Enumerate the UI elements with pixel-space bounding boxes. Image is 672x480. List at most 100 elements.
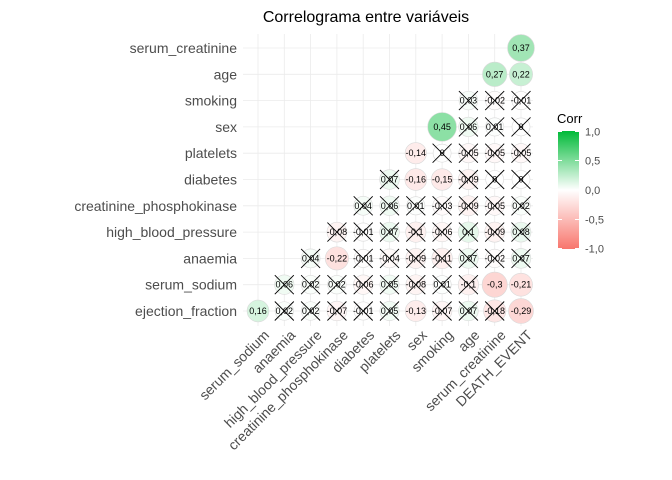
heatmap-cell: -0,07 <box>327 300 348 322</box>
heatmap-cell: -0,07 <box>432 300 453 322</box>
cell-value-label: 0,06 <box>460 122 478 132</box>
cell-cross-line <box>353 248 374 269</box>
cell-value-label: -0,07 <box>327 306 348 316</box>
cell-value-label: -0,3 <box>487 280 503 290</box>
heatmap-cell: 0 <box>432 143 452 164</box>
cell-cross-line <box>511 169 531 190</box>
heatmap-cell: 0,02 <box>274 301 295 321</box>
cell-value-label: -0,16 <box>406 175 427 185</box>
cell-value-label: 0,27 <box>486 69 504 79</box>
cell-value-label: -0,01 <box>511 96 532 106</box>
y-tick-label: smoking <box>185 93 237 109</box>
cell-value-label: -0,05 <box>484 201 505 211</box>
heatmap-cell: -0,08 <box>405 274 427 295</box>
y-tick-label: ejection_fraction <box>135 303 237 319</box>
heatmap-cell: -0,02 <box>484 248 505 269</box>
heatmap-cell: 0,02 <box>327 274 347 295</box>
cell-value-label: 0,1 <box>462 227 475 237</box>
cell-value-label: -0,01 <box>353 306 374 316</box>
cell-value-label: -0,06 <box>432 227 453 237</box>
heatmap-cell: 0,37 <box>507 34 535 62</box>
cell-cross-line <box>432 222 452 242</box>
cell-cross-line <box>484 143 505 164</box>
cell-value-label: 0,22 <box>512 69 530 79</box>
cell-value-label: 0,02 <box>512 201 530 211</box>
cell-cross-line <box>511 248 531 269</box>
cell-value-label: 0,02 <box>276 306 294 316</box>
cell-value-label: 0,06 <box>276 280 294 290</box>
cell-value-label: -0,15 <box>432 175 453 185</box>
heatmap-cell: -0,01 <box>353 248 374 269</box>
y-tick-label: anaemia <box>183 250 237 266</box>
cell-cross-line <box>458 90 479 111</box>
cell-circle <box>246 299 270 323</box>
heatmap-cell: -0,21 <box>509 272 533 297</box>
y-tick-label: creatinine_phosphokinase <box>74 198 237 214</box>
color-legend: Corr 1,0 0,5 0,0 -0,5 -1,0 <box>557 111 604 256</box>
cell-value-label: 0,16 <box>249 306 267 316</box>
cell-value-label: -0,07 <box>432 306 453 316</box>
heatmap-cell: 0,06 <box>379 195 400 216</box>
cell-value-label: 0,02 <box>302 280 320 290</box>
cell-cross-line <box>300 274 321 295</box>
cell-cross-line <box>458 195 479 216</box>
heatmap-cell: -0,01 <box>353 301 374 321</box>
y-tick-label: serum_creatinine <box>130 40 238 56</box>
cell-value-label: 0,07 <box>381 227 399 237</box>
cell-cross-line <box>327 222 347 242</box>
cell-cross-line <box>458 301 479 321</box>
heatmap-cell: -0,01 <box>353 222 374 242</box>
cell-cross-line <box>379 274 400 295</box>
cell-value-label: -0,01 <box>353 227 374 237</box>
cell-cross-line <box>353 274 374 295</box>
cell-value-label: -0,13 <box>406 306 427 316</box>
cell-value-label: 0,07 <box>512 253 530 263</box>
heatmap-cell: 0 <box>511 169 531 190</box>
heatmap-cell: 0,16 <box>246 299 270 323</box>
heatmap-cell: -0,29 <box>508 298 534 324</box>
heatmap-cell: 0,04 <box>353 195 374 216</box>
cell-value-label: 0,45 <box>433 122 451 132</box>
legend-title: Corr <box>557 111 583 126</box>
y-tick-label: platelets <box>185 145 237 161</box>
heatmap-cell: 0,02 <box>300 274 321 295</box>
cell-value-label: -0,1 <box>461 280 477 290</box>
cell-cross-line <box>405 248 426 269</box>
cell-cross-line <box>432 143 452 164</box>
cell-cross-line <box>379 169 400 190</box>
cell-cross-line <box>432 195 452 216</box>
heatmap-cell: 0,07 <box>458 248 479 269</box>
cell-value-label: -0,09 <box>458 175 479 185</box>
cell-circle <box>427 112 457 142</box>
legend-tick-label: 0,0 <box>585 185 600 197</box>
cell-value-label: 0 <box>492 175 497 185</box>
cell-cross-line <box>458 143 479 164</box>
y-tick-label: high_blood_pressure <box>106 224 237 240</box>
cell-cross-line <box>458 248 479 269</box>
cell-cross-line <box>353 222 374 242</box>
cell-cross-line <box>511 90 531 111</box>
heatmap-cell: 0,01 <box>405 195 426 216</box>
heatmap-cell: -0,09 <box>458 195 479 217</box>
cell-cross-line <box>353 195 374 216</box>
chart-title: Correlograma entre variáveis <box>263 9 469 26</box>
heatmap-cell: -0,04 <box>379 248 400 269</box>
heatmap-cell: 0,02 <box>511 195 531 216</box>
cell-cross-line <box>458 169 479 190</box>
cell-circle <box>404 168 428 191</box>
cell-value-label: 0 <box>518 175 523 185</box>
heatmap-cell: -0,08 <box>326 221 348 243</box>
heatmap-cell: -0,05 <box>458 143 479 164</box>
x-axis-labels: serum_sodiumanaemiahigh_blood_pressurecr… <box>196 326 536 453</box>
cell-cross-line <box>432 274 452 295</box>
cell-cross-line <box>353 301 374 321</box>
cell-cross-line <box>484 222 505 242</box>
cell-value-label: 0,05 <box>381 280 399 290</box>
heatmap-cell: 0,07 <box>379 221 400 243</box>
heatmap-cell: -0,06 <box>432 222 453 243</box>
cell-cross-line <box>484 301 505 321</box>
cell-value-label: -0,05 <box>458 148 479 158</box>
cell-cross-line <box>379 301 400 321</box>
cell-cross-line <box>484 169 505 190</box>
